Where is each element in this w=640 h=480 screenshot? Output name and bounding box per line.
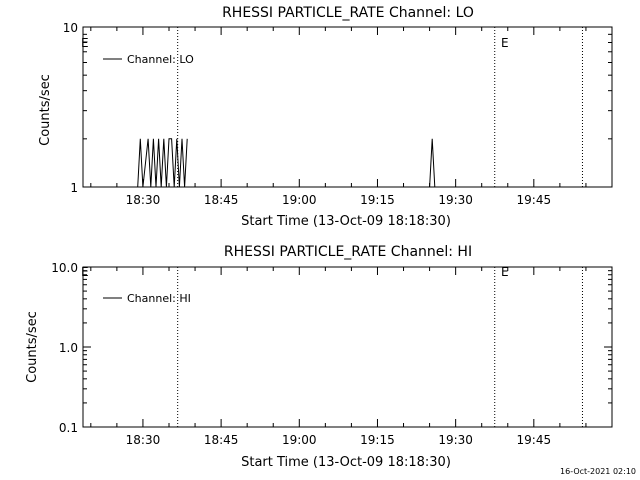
y-axis-label: Counts/sec: [25, 311, 40, 383]
x-tick-label: 19:45: [517, 193, 552, 207]
y-tick-label: 10: [63, 21, 78, 35]
x-axis-label: Start Time (13-Oct-09 18:18:30): [241, 455, 451, 470]
x-axis-label: Start Time (13-Oct-09 18:18:30): [241, 214, 451, 229]
x-tick-label: 18:30: [126, 193, 161, 207]
footer-timestamp: 16-Oct-2021 02:10: [560, 467, 636, 476]
edge-event-label: E: [81, 265, 89, 279]
y-tick-label: 1.0: [59, 341, 78, 355]
panel-hi: RHESSI PARTICLE_RATE Channel: HI Counts/…: [25, 244, 613, 470]
y-tick-label: 0.1: [59, 421, 78, 435]
edge-event-label: E: [501, 36, 509, 50]
chart-title: RHESSI PARTICLE_RATE Channel: HI: [224, 244, 472, 260]
plot-frame: [82, 266, 613, 428]
x-tick-label: 19:00: [282, 433, 317, 447]
y-tick-label: 10.0: [51, 261, 78, 275]
plot-frame: [82, 26, 613, 188]
x-tick-label: 19:15: [360, 433, 395, 447]
legend-entry: Channel: LO: [127, 53, 194, 66]
y-axis-label: Counts/sec: [38, 74, 53, 146]
x-tick-label: 19:30: [438, 193, 473, 207]
x-tick-label: 19:15: [360, 193, 395, 207]
x-tick-label: 19:30: [438, 433, 473, 447]
x-tick-label: 18:45: [204, 193, 239, 207]
x-tick-label: 18:30: [126, 433, 161, 447]
x-tick-label: 19:45: [517, 433, 552, 447]
panel-lo: RHESSI PARTICLE_RATE Channel: LO Counts/…: [38, 5, 613, 229]
series-line: [137, 138, 436, 188]
legend-entry: Channel: HI: [127, 292, 191, 305]
x-tick-label: 18:45: [204, 433, 239, 447]
y-tick-label: 1: [70, 181, 78, 195]
edge-event-label: E: [501, 265, 509, 279]
x-tick-label: 19:00: [282, 193, 317, 207]
chart-title: RHESSI PARTICLE_RATE Channel: LO: [222, 5, 474, 21]
